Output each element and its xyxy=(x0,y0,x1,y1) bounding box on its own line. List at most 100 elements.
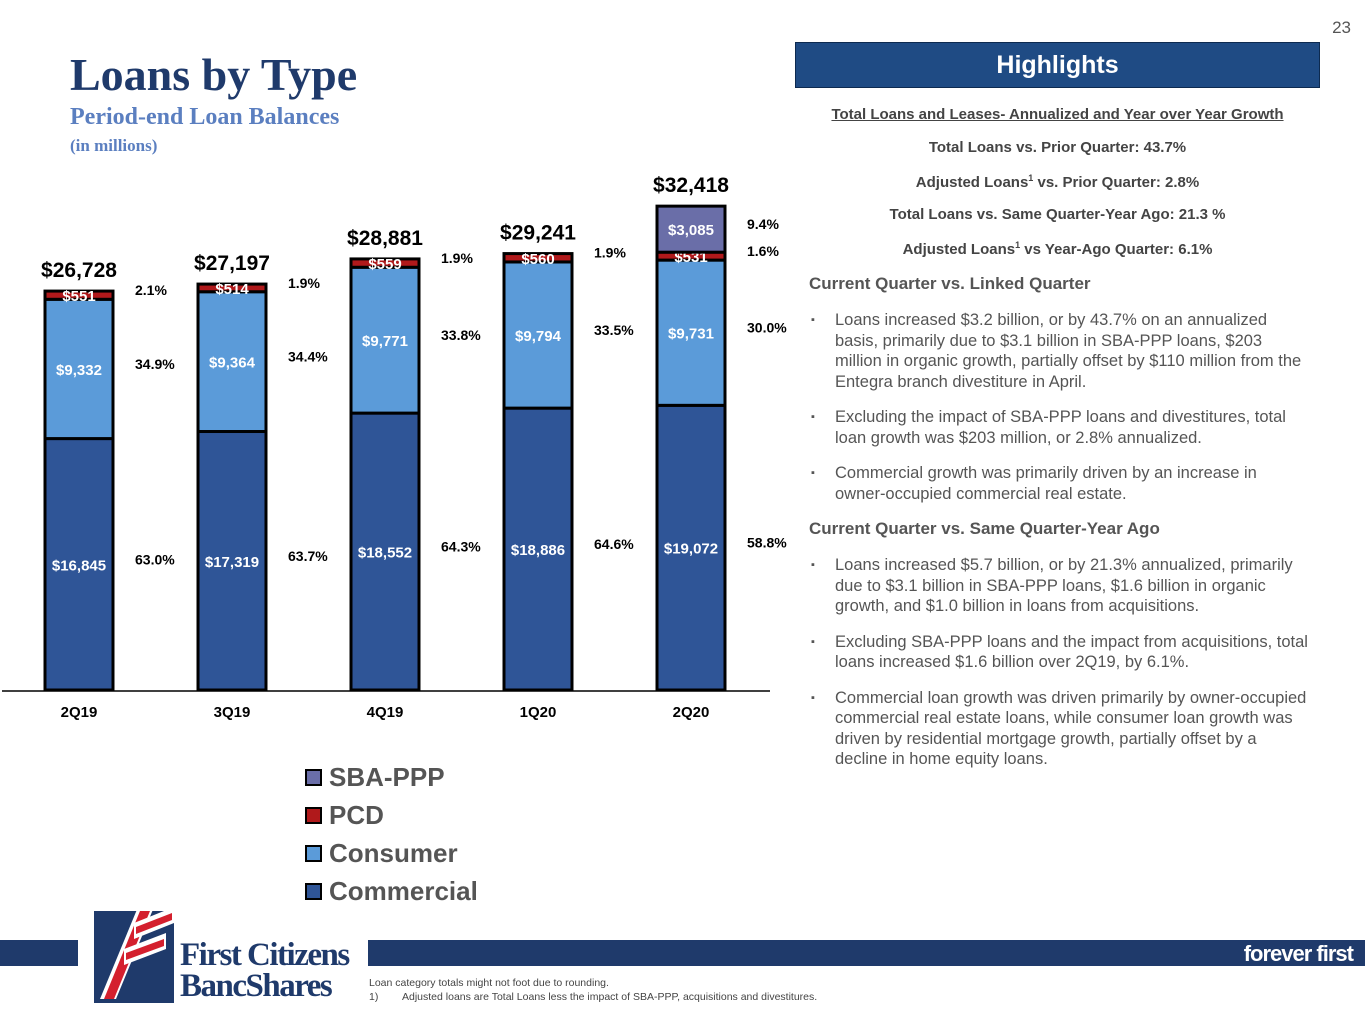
data-label-commercial: $17,319 xyxy=(205,554,259,571)
highlights-growth-lines: Total Loans vs. Prior Quarter: 43.7% Adj… xyxy=(795,139,1320,273)
legend-label: PCD xyxy=(329,799,384,830)
legend-swatch-consumer xyxy=(305,844,322,862)
total-label: $28,881 xyxy=(347,227,423,250)
data-label-commercial: $18,886 xyxy=(511,542,565,559)
total-label: $27,197 xyxy=(194,252,270,275)
bullet-icon: ▪ xyxy=(811,691,815,704)
bullet-item: ▪ Loans increased $3.2 billion, or by 43.… xyxy=(809,310,1309,392)
total-label: $26,728 xyxy=(41,259,117,282)
data-label-commercial: $18,552 xyxy=(358,545,412,562)
legend-label: Commercial xyxy=(329,875,478,906)
pct-label-pcd: 1.9% xyxy=(288,275,320,291)
bullet-icon: ▪ xyxy=(811,411,815,423)
pct-label-consumer: 33.8% xyxy=(441,327,481,343)
section-heading-year-ago: Current Quarter vs. Same Quarter-Year Ag… xyxy=(809,519,1160,538)
pct-label-sba-ppp: 9.4% xyxy=(747,216,779,232)
footer-bar xyxy=(368,940,1365,966)
pct-label-commercial: 64.6% xyxy=(594,536,634,552)
bullet-item: ▪ Excluding the impact of SBA-PPP loans a… xyxy=(809,407,1309,448)
data-label-consumer: $9,364 xyxy=(209,355,256,372)
legend-item-pcd: PCD xyxy=(305,796,478,834)
bullet-text: Excluding SBA-PPP loans and the impact f… xyxy=(835,632,1308,672)
x-tick-label: 2Q19 xyxy=(61,704,98,721)
bar-sba-ppp-2q20 xyxy=(655,204,727,254)
page-number: 23 xyxy=(1332,18,1351,37)
legend-swatch-sba-ppp xyxy=(305,768,322,786)
data-label-sba-ppp: $3,085 xyxy=(668,222,714,239)
total-label: $32,418 xyxy=(653,174,729,197)
bullet-list-year-ago: ▪ Loans increased $5.7 billion, or by 21.… xyxy=(809,555,1309,785)
bullet-text: Commercial growth was primarily driven b… xyxy=(835,464,1257,503)
pct-label-commercial: 63.0% xyxy=(135,551,175,567)
legend-item-commercial: Commercial xyxy=(305,872,478,910)
units-note: (in millions) xyxy=(70,136,158,155)
highlights-subheading: Total Loans and Leases- Annualized and Y… xyxy=(831,106,1284,123)
highlight-line: Adjusted Loans1 vs. Prior Quarter: 2.8% xyxy=(795,173,1320,207)
pct-label-pcd: 1.9% xyxy=(441,250,473,266)
bar-pcd-2q19 xyxy=(43,289,115,301)
x-tick-label: 3Q19 xyxy=(214,704,251,721)
bullet-item: ▪ Loans increased $5.7 billion, or by 21.… xyxy=(809,555,1309,617)
pct-label-pcd: 2.1% xyxy=(135,282,167,298)
bullet-text: Commercial loan growth was driven primar… xyxy=(835,688,1307,769)
bullet-icon: ▪ xyxy=(811,314,815,326)
data-label-pcd: $559 xyxy=(368,256,401,273)
footnote-ref: 1 xyxy=(1028,172,1034,183)
footnote-number: 1) xyxy=(369,991,379,1003)
bullet-item: ▪ Excluding SBA-PPP loans and the impact … xyxy=(809,632,1309,673)
highlights-header: Highlights xyxy=(795,42,1320,88)
x-tick-label: 1Q20 xyxy=(520,704,557,721)
chart-legend: SBA-PPP PCD Consumer Commercial xyxy=(305,758,478,910)
highlight-text: vs. Prior Quarter: 2.8% xyxy=(1033,173,1200,191)
pct-label-commercial: 64.3% xyxy=(441,539,481,555)
pct-label-consumer: 30.0% xyxy=(747,320,787,336)
pct-label-commercial: 63.7% xyxy=(288,548,328,564)
page-subtitle: Period-end Loan Balances xyxy=(70,104,340,130)
logo-line: BancShares xyxy=(180,968,333,1004)
loans-stacked-bar-chart: $16,845 63.0% $9,332 34.9% $551 2.1% $26,728 2Q… xyxy=(2,174,787,721)
legend-item-consumer: Consumer xyxy=(305,834,478,872)
bullet-item: ▪ Commercial loan growth was driven prima… xyxy=(809,688,1309,770)
bar-pcd-1q20 xyxy=(502,252,574,264)
bar-pcd-4q19 xyxy=(349,257,421,269)
pct-label-pcd: 1.6% xyxy=(747,243,779,259)
first-citizens-logo-icon xyxy=(94,907,174,1003)
data-label-consumer: $9,731 xyxy=(668,326,714,343)
highlight-line: Adjusted Loans1 vs Year-Ago Quarter: 6.1… xyxy=(795,240,1320,274)
legend-swatch-commercial xyxy=(305,882,322,900)
highlight-text: vs Year-Ago Quarter: 6.1% xyxy=(1020,240,1213,258)
pct-label-consumer: 33.5% xyxy=(594,322,634,338)
bullet-list-linked-quarter: ▪ Loans increased $3.2 billion, or by 43.… xyxy=(809,310,1309,519)
bullet-item: ▪ Commercial growth was primarily driven … xyxy=(809,463,1309,504)
bar-commercial-3q19 xyxy=(196,430,268,692)
bullet-icon: ▪ xyxy=(811,635,815,648)
bar-pcd-3q19 xyxy=(196,282,268,294)
data-label-commercial: $19,072 xyxy=(664,541,718,558)
data-label-consumer: $9,771 xyxy=(362,333,408,350)
footnote-ref: 1 xyxy=(1015,239,1021,250)
highlight-line: Total Loans vs. Prior Quarter: 43.7% xyxy=(795,139,1320,173)
highlight-text: Total Loans vs. Prior Quarter: 43.7% xyxy=(928,139,1187,156)
highlight-line: Total Loans vs. Same Quarter-Year Ago: 2… xyxy=(795,206,1320,240)
pct-label-consumer: 34.4% xyxy=(288,349,328,365)
bullet-text: Loans increased $5.7 billion, or by 21.3… xyxy=(835,556,1293,615)
logo-line: First Citizens xyxy=(180,937,350,973)
page-title: Loans by Type xyxy=(70,49,358,100)
section-heading-linked-quarter: Current Quarter vs. Linked Quarter xyxy=(809,274,1091,293)
bar-consumer-2q20 xyxy=(655,258,727,407)
footnote-rounding: Loan category totals might not foot due … xyxy=(369,977,609,989)
bullet-icon: ▪ xyxy=(811,559,815,571)
bullet-text: Loans increased $3.2 billion, or by 43.7… xyxy=(835,311,1302,391)
footer-bar-left xyxy=(0,940,78,966)
data-label-pcd: $514 xyxy=(215,281,249,298)
data-label-pcd: $551 xyxy=(62,288,95,305)
x-tick-label: 4Q19 xyxy=(367,704,404,721)
legend-label: SBA-PPP xyxy=(329,761,445,792)
data-label-consumer: $9,332 xyxy=(56,362,102,379)
legend-swatch-pcd xyxy=(305,806,322,824)
footnote-text: Adjusted loans are Total Loans less the … xyxy=(402,991,818,1003)
data-label-pcd: $560 xyxy=(521,251,554,268)
highlight-text: Adjusted Loans xyxy=(915,173,1029,191)
legend-label: Consumer xyxy=(329,837,458,868)
total-label: $29,241 xyxy=(500,222,576,245)
